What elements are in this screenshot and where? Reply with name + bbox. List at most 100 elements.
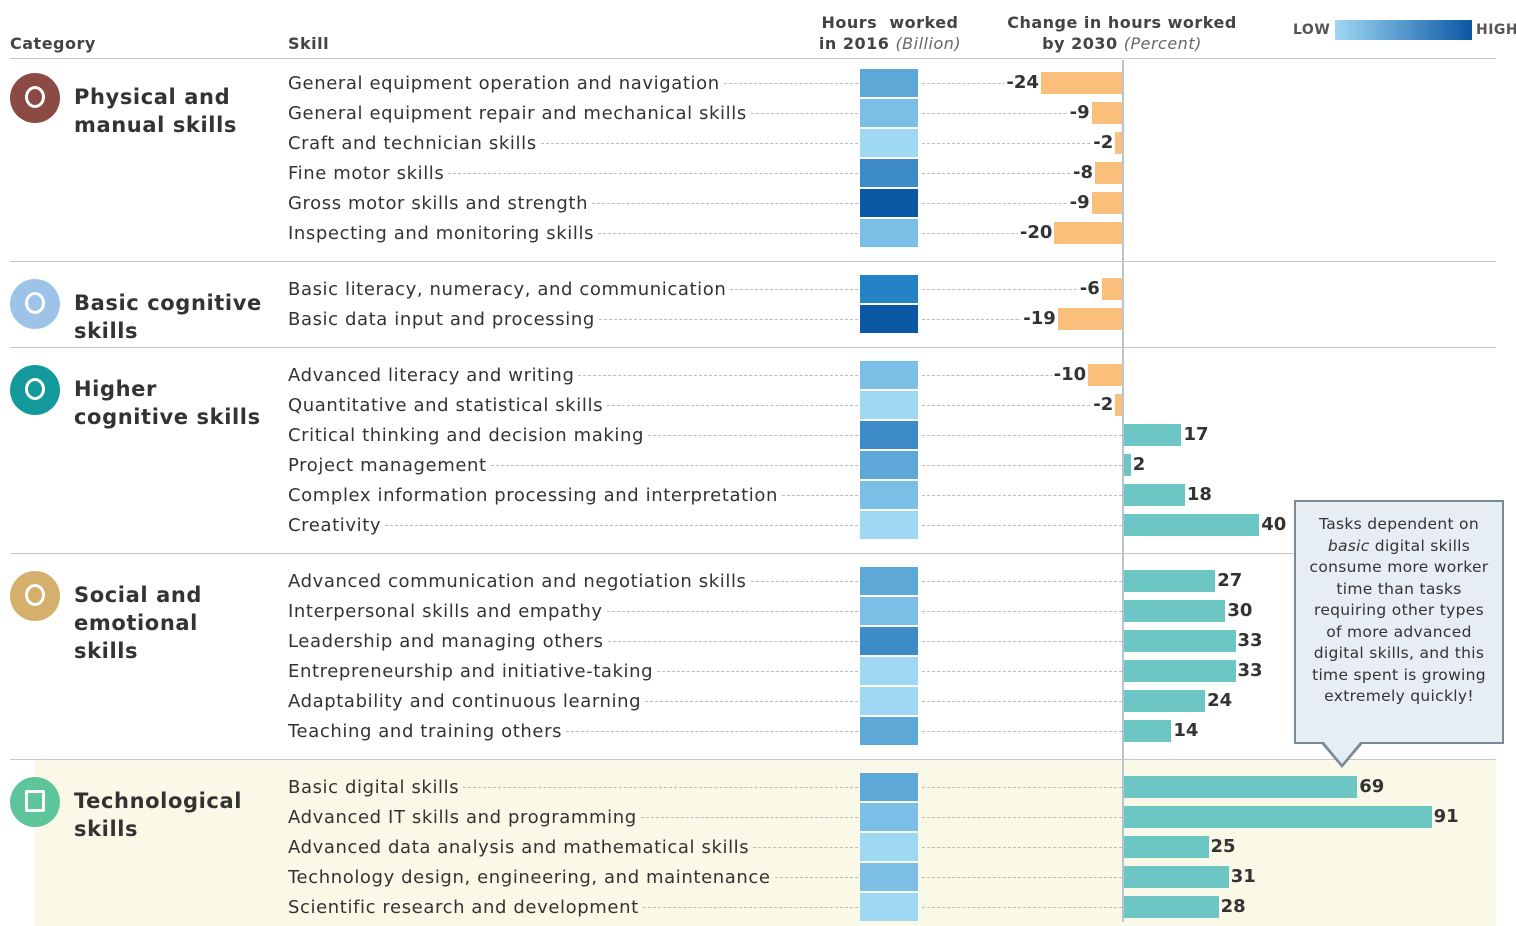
leader-line <box>774 876 858 878</box>
group-name: Social and emotional skills <box>74 583 203 663</box>
skill-row: General equipment operation and navigati… <box>288 68 858 98</box>
skill-name: Advanced data analysis and mathematical … <box>288 836 750 858</box>
bar <box>1101 278 1122 300</box>
skill-row: Scientific research and development <box>288 892 858 922</box>
skill-name: Entrepreneurship and initiative-taking <box>288 660 654 682</box>
skill-name: Complex information processing and inter… <box>288 484 779 506</box>
leader-line <box>922 817 1122 818</box>
value-label: 31 <box>1230 866 1256 887</box>
skill-name: Gross motor skills and strength <box>288 192 589 214</box>
leader-line <box>922 83 1041 84</box>
heat-cell <box>860 597 918 625</box>
value-label: 91 <box>1433 806 1459 827</box>
value-label: 33 <box>1237 660 1263 681</box>
group-icon <box>10 73 60 123</box>
bar <box>1124 660 1236 682</box>
value-label: -9 <box>1067 98 1092 128</box>
skill-row: Inspecting and monitoring skills <box>288 218 858 248</box>
header-rule <box>10 58 1496 59</box>
value-label: 69 <box>1359 776 1385 797</box>
heat-cell <box>860 305 918 333</box>
group-rule <box>10 553 1496 554</box>
leader-line <box>922 203 1092 204</box>
leader-line <box>922 641 1122 642</box>
icon-glyph <box>25 790 45 812</box>
value-label: 28 <box>1220 896 1246 917</box>
callout-pointer-fill <box>1323 741 1361 764</box>
leader-line <box>607 404 858 406</box>
leader-line <box>922 435 1122 436</box>
group-rule <box>10 759 1496 760</box>
heat-cell <box>860 361 918 389</box>
bar <box>1094 162 1122 184</box>
leader-line <box>645 700 858 702</box>
category-header: Category <box>10 34 96 53</box>
group-name: Basic cognitive skills <box>74 291 262 343</box>
heat-cell <box>860 657 918 685</box>
bar <box>1091 102 1122 124</box>
skill-row: Entrepreneurship and initiative-taking <box>288 656 858 686</box>
bar <box>1124 720 1172 742</box>
leader-line <box>922 701 1122 702</box>
change-unit: (Percent) <box>1123 34 1202 53</box>
group-rule <box>10 261 1496 262</box>
skill-name: Fine motor skills <box>288 162 445 184</box>
skill-row: Interpersonal skills and empathy <box>288 596 858 626</box>
hours-title-line: Hours worked <box>821 13 959 32</box>
legend-high: HIGH <box>1476 22 1516 38</box>
skill-row: Technology design, engineering, and main… <box>288 862 858 892</box>
heat-cell <box>860 189 918 217</box>
leader-line <box>723 82 858 84</box>
change-title-line: Change in hours worked <box>1007 13 1237 32</box>
hours-header: Hours worked in 2016 (Billion) <box>812 12 968 54</box>
callout-emphasis: basic <box>1327 536 1370 555</box>
skill-name: Advanced literacy and writing <box>288 364 575 386</box>
value-label: -19 <box>1021 304 1058 334</box>
value-label: -20 <box>1017 218 1055 248</box>
skill-row: Gross motor skills and strength <box>288 188 858 218</box>
value-label: 40 <box>1261 514 1287 535</box>
heat-cell <box>860 717 918 745</box>
value-label: -10 <box>1051 360 1089 390</box>
leader-line <box>448 172 858 174</box>
skill-row: Critical thinking and decision making <box>288 420 858 450</box>
leader-line <box>922 465 1122 466</box>
bar <box>1124 896 1219 918</box>
skill-name: Basic data input and processing <box>288 308 595 330</box>
bar <box>1054 222 1122 244</box>
group-icon <box>10 571 60 621</box>
skill-row: Project management <box>288 450 858 480</box>
group-icon <box>10 777 60 827</box>
skill-name: Scientific research and development <box>288 896 639 918</box>
skill-name: General equipment operation and navigati… <box>288 72 720 94</box>
legend-low: LOW <box>1293 22 1331 38</box>
value-label: -2 <box>1091 390 1116 420</box>
skill-row: Adaptability and continuous learning <box>288 686 858 716</box>
leader-line <box>922 495 1122 496</box>
skill-row: General equipment repair and mechanical … <box>288 98 858 128</box>
leader-line <box>730 288 858 290</box>
heat-cell <box>860 219 918 247</box>
heat-cell <box>860 129 918 157</box>
heat-cell <box>860 275 918 303</box>
leader-line <box>606 610 858 612</box>
skill-row: Advanced literacy and writing <box>288 360 858 390</box>
bar <box>1124 454 1131 476</box>
leader-line <box>922 289 1102 290</box>
leader-line <box>922 907 1122 908</box>
leader-line <box>922 319 1058 320</box>
heat-cell <box>860 773 918 801</box>
leader-line <box>922 611 1122 612</box>
leader-line <box>922 731 1122 732</box>
skill-row: Basic literacy, numeracy, and communicat… <box>288 274 858 304</box>
leader-line <box>922 847 1122 848</box>
leader-line <box>922 787 1122 788</box>
value-label: 27 <box>1217 570 1243 591</box>
icon-glyph <box>25 292 45 314</box>
leader-line <box>598 318 858 320</box>
skill-name: Basic digital skills <box>288 776 460 798</box>
skill-name: Basic literacy, numeracy, and communicat… <box>288 278 727 300</box>
group-icon <box>10 279 60 329</box>
value-label: 24 <box>1207 690 1233 711</box>
skill-name: Advanced communication and negotiation s… <box>288 570 747 592</box>
